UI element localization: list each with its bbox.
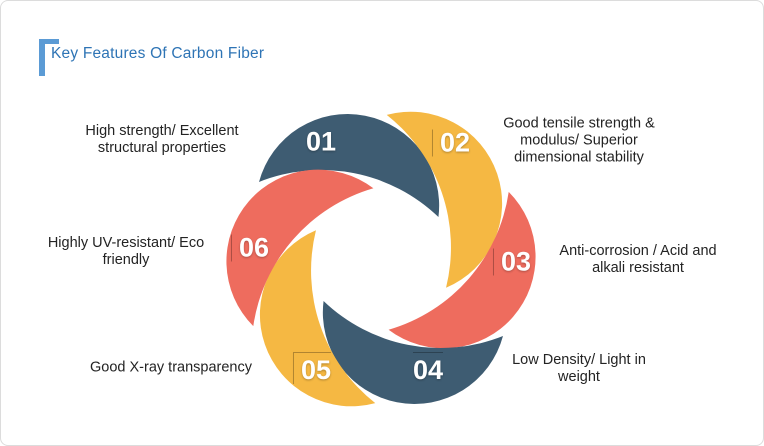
feature-number-04: 04: [412, 352, 444, 384]
feature-number-05: 05: [292, 352, 332, 384]
feature-number-06: 06: [230, 234, 269, 262]
pinwheel-blade-03: [388, 191, 536, 349]
pinwheel-blade-05: [259, 230, 376, 407]
feature-label-06: Highly UV-resistant/ Eco friendly: [47, 234, 205, 268]
pinwheel-blade-02: [386, 111, 503, 288]
feature-label-02: Good tensile strength & modulus/ Superio…: [503, 115, 655, 166]
pinwheel-blade-06: [226, 169, 374, 327]
pinwheel-blade-04: [322, 300, 503, 404]
feature-label-05: Good X-ray transparency: [90, 359, 252, 376]
title-corner-accent-icon: [39, 39, 59, 44]
feature-number-01: 01: [305, 126, 337, 157]
feature-number-03: 03: [492, 248, 531, 276]
feature-number-02: 02: [431, 129, 470, 157]
feature-label-01: High strength/ Excellent structural prop…: [85, 122, 239, 156]
title-corner-accent-icon: [39, 39, 45, 76]
page-title: Key Features Of Carbon Fiber: [51, 45, 265, 62]
feature-label-03: Anti-corrosion / Acid and alkali resista…: [559, 242, 717, 276]
pinwheel-diagram: [226, 111, 536, 407]
pinwheel-blade-01: [259, 114, 440, 218]
feature-label-04: Low Density/ Light in weight: [512, 351, 646, 385]
